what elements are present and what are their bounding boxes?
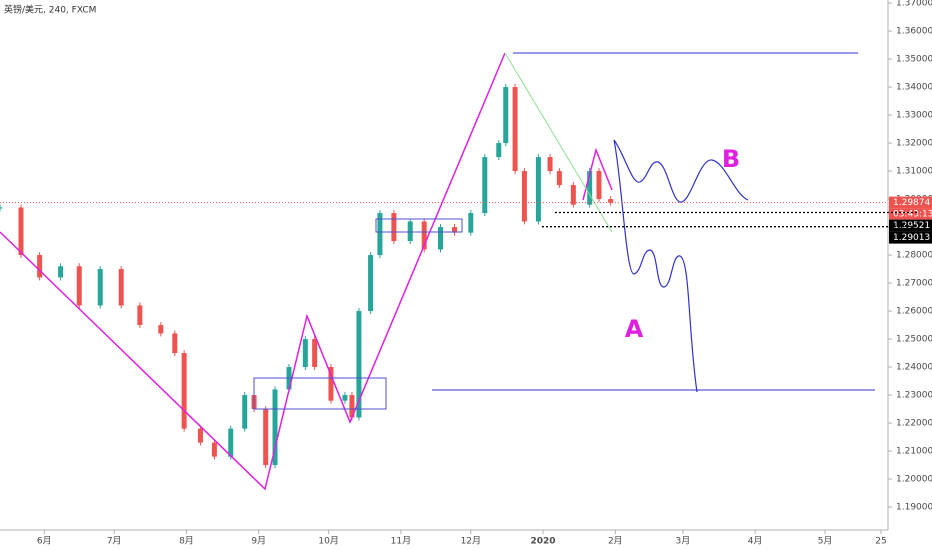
candle — [556, 171, 562, 186]
candle — [570, 185, 576, 205]
y-tick-label: 1.26000 — [896, 307, 932, 317]
candle — [342, 395, 348, 401]
x-tick-label: 7月 — [107, 536, 122, 547]
candle — [596, 171, 602, 200]
candle — [312, 339, 318, 368]
candle — [37, 255, 43, 278]
candle — [349, 395, 355, 418]
candle — [158, 325, 164, 334]
current-price-label: 1.29874 — [893, 198, 930, 208]
y-tick-label: 1.36000 — [896, 27, 932, 37]
x-tick-label: 3月 — [676, 536, 691, 547]
candle — [503, 87, 509, 144]
candle — [18, 207, 24, 256]
candle — [272, 389, 278, 466]
candle — [421, 221, 427, 250]
y-tick-label: 1.31000 — [896, 167, 932, 177]
y-tick-label: 1.35000 — [896, 55, 932, 65]
y-tick-label: 1.19000 — [896, 503, 932, 513]
y-tick-label: 1.33000 — [896, 111, 932, 121]
y-tick-label: 1.20000 — [896, 475, 932, 485]
x-tick-label: 12月 — [461, 536, 481, 547]
range-box — [253, 377, 387, 410]
x-tick-label: 6月 — [37, 536, 52, 547]
candle — [377, 213, 383, 256]
y-tick-label: 1.22000 — [896, 419, 932, 429]
projection-a — [613, 139, 698, 393]
candle — [242, 395, 248, 429]
y-tick-label: 1.27000 — [896, 279, 932, 289]
x-tick-label: 2020 — [531, 537, 556, 547]
zigzag — [0, 52, 506, 491]
candle — [263, 409, 269, 466]
candle — [172, 333, 178, 354]
annotation: A — [625, 315, 644, 343]
candle — [356, 311, 362, 418]
candle — [228, 428, 234, 457]
candle — [197, 428, 203, 443]
x-tick-label: 11月 — [391, 536, 411, 547]
projection-b — [613, 139, 749, 203]
level-label: 1.29013 — [893, 233, 930, 243]
candle — [328, 367, 334, 401]
zigzag-small — [582, 147, 613, 201]
countdown: 03:43:13 — [893, 210, 932, 220]
candle — [512, 87, 518, 172]
candle — [438, 227, 444, 250]
y-tick-label: 1.32000 — [896, 139, 932, 149]
range-box — [375, 218, 463, 233]
candle — [496, 143, 502, 158]
x-tick-label: 8月 — [179, 536, 194, 547]
x-tick-label: 4月 — [748, 536, 763, 547]
x-tick-label: 2月 — [608, 536, 623, 547]
candle — [58, 266, 64, 278]
level-label-box — [889, 219, 932, 232]
candle — [468, 213, 474, 233]
y-tick-label: 1.25000 — [896, 335, 932, 345]
chart-title: 英镑/美元, 240, FXCM — [4, 4, 96, 16]
candle — [0, 207, 3, 209]
drawings — [0, 52, 875, 491]
y-tick-label: 1.37000 — [896, 0, 932, 9]
candle — [211, 442, 217, 457]
candle — [608, 199, 614, 203]
candle — [535, 157, 541, 222]
candle — [302, 339, 308, 368]
candle — [407, 221, 413, 242]
y-tick-label: 1.23000 — [896, 391, 932, 401]
x-tick-label: 10月 — [318, 536, 338, 547]
y-tick-label: 1.24000 — [896, 363, 932, 373]
y-tick-label: 1.21000 — [896, 447, 932, 457]
candle — [587, 171, 593, 205]
candle — [181, 353, 187, 429]
candle — [521, 171, 527, 222]
candle — [137, 305, 143, 326]
countdown-box — [889, 208, 932, 220]
candle — [482, 157, 488, 214]
price-label-box — [889, 196, 932, 209]
candle — [76, 266, 82, 306]
annotation: B — [722, 145, 740, 173]
candle — [391, 213, 397, 242]
candle — [451, 227, 457, 233]
x-tick-label: 5月 — [818, 536, 833, 547]
x-tick-label: 9月 — [251, 536, 266, 547]
level-label-box — [889, 231, 932, 244]
y-tick-label: 1.34000 — [896, 83, 932, 93]
candle — [97, 269, 103, 306]
candle — [118, 269, 124, 306]
x-tick-label: 25 — [875, 537, 886, 547]
y-tick-label: 1.28000 — [896, 251, 932, 261]
candle — [547, 157, 553, 172]
candle — [368, 255, 374, 312]
